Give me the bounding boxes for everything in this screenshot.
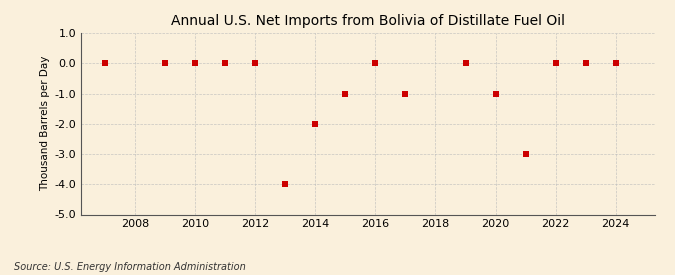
- Point: [100, 61, 111, 65]
- Point: [610, 61, 621, 65]
- Y-axis label: Thousand Barrels per Day: Thousand Barrels per Day: [40, 56, 50, 191]
- Point: [220, 61, 231, 65]
- Title: Annual U.S. Net Imports from Bolivia of Distillate Fuel Oil: Annual U.S. Net Imports from Bolivia of …: [171, 14, 565, 28]
- Point: [460, 61, 471, 65]
- Point: [580, 61, 591, 65]
- Point: [340, 91, 351, 96]
- Text: Source: U.S. Energy Information Administration: Source: U.S. Energy Information Administ…: [14, 262, 245, 272]
- Point: [250, 61, 261, 65]
- Point: [490, 91, 501, 96]
- Point: [520, 152, 531, 156]
- Point: [280, 182, 291, 186]
- Point: [160, 61, 171, 65]
- Point: [400, 91, 411, 96]
- Point: [370, 61, 381, 65]
- Point: [550, 61, 561, 65]
- Point: [190, 61, 200, 65]
- Point: [310, 122, 321, 126]
